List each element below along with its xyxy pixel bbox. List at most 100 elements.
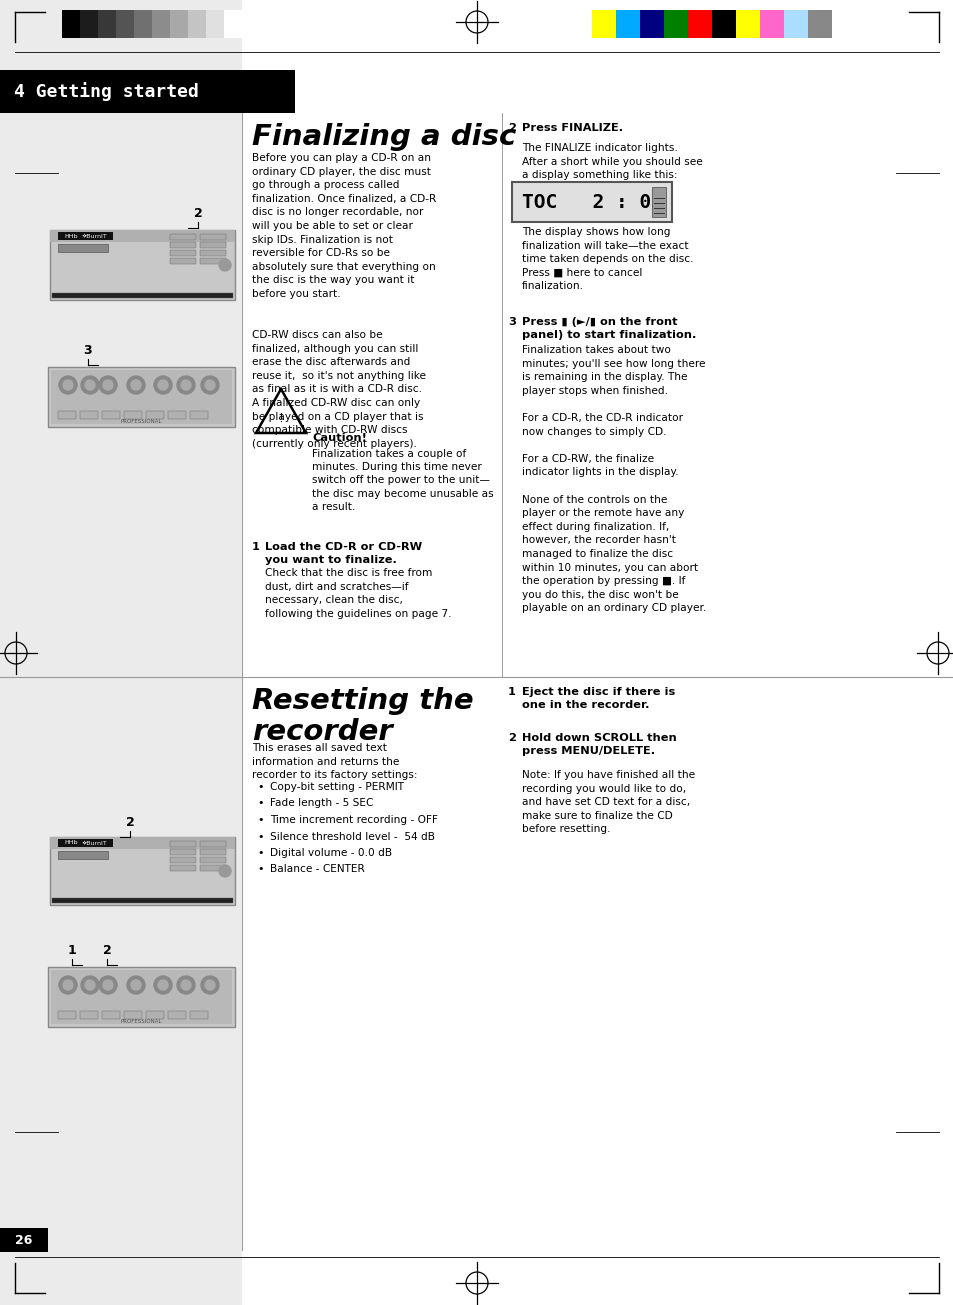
- Bar: [58, 851, 108, 859]
- Bar: [735, 10, 760, 38]
- Bar: [146, 1011, 164, 1019]
- Bar: [52, 898, 233, 903]
- Bar: [50, 837, 234, 904]
- Text: CD-RW discs can also be
finalized, although you can still
erase the disc afterwa: CD-RW discs can also be finalized, altho…: [252, 330, 426, 449]
- Bar: [170, 251, 195, 256]
- Text: Caution!: Caution!: [312, 433, 367, 442]
- Text: ✧BurnIT: ✧BurnIT: [82, 840, 108, 846]
- Circle shape: [99, 376, 117, 394]
- Bar: [102, 1011, 120, 1019]
- Bar: [242, 0, 953, 1305]
- Text: 26: 26: [15, 1233, 32, 1246]
- Bar: [687, 10, 711, 38]
- Bar: [170, 865, 195, 870]
- Text: •: •: [256, 799, 263, 809]
- Bar: [146, 411, 164, 419]
- Bar: [80, 1011, 98, 1019]
- Circle shape: [205, 980, 214, 990]
- Text: •: •: [256, 782, 263, 792]
- Bar: [58, 839, 112, 847]
- Circle shape: [181, 980, 191, 990]
- Bar: [58, 232, 112, 240]
- Bar: [50, 230, 234, 241]
- Bar: [170, 857, 195, 863]
- Text: HHb: HHb: [64, 234, 77, 239]
- Circle shape: [205, 380, 214, 390]
- Text: 2: 2: [507, 123, 516, 133]
- Bar: [58, 411, 76, 419]
- Bar: [80, 411, 98, 419]
- Bar: [48, 967, 234, 1027]
- Text: •: •: [256, 816, 263, 825]
- Bar: [116, 10, 133, 38]
- Circle shape: [103, 980, 112, 990]
- Bar: [124, 411, 142, 419]
- Bar: [58, 244, 108, 252]
- Text: 1: 1: [507, 686, 516, 697]
- Text: Check that the disc is free from
dust, dirt and scratches—if
necessary, clean th: Check that the disc is free from dust, d…: [265, 568, 451, 619]
- Bar: [0, 0, 242, 1305]
- Bar: [170, 241, 195, 248]
- Text: TOC   2 : 03: TOC 2 : 03: [521, 193, 662, 211]
- Text: This erases all saved text
information and returns the
recorder to its factory s: This erases all saved text information a…: [252, 743, 417, 780]
- Text: •: •: [256, 831, 263, 842]
- Bar: [62, 10, 80, 38]
- Text: The FINALIZE indicator lights.
After a short while you should see
a display some: The FINALIZE indicator lights. After a s…: [521, 144, 702, 180]
- Bar: [711, 10, 735, 38]
- Bar: [190, 1011, 208, 1019]
- Text: Resetting the
recorder: Resetting the recorder: [252, 686, 473, 746]
- Text: 2: 2: [507, 733, 516, 743]
- Bar: [663, 10, 687, 38]
- Bar: [200, 840, 226, 847]
- Bar: [168, 411, 186, 419]
- Circle shape: [85, 380, 95, 390]
- Text: Press ▮ (►/▮ on the front
panel) to start finalization.: Press ▮ (►/▮ on the front panel) to star…: [521, 317, 696, 341]
- Text: The display shows how long
finalization will take—the exact
time taken depends o: The display shows how long finalization …: [521, 227, 693, 291]
- Circle shape: [63, 380, 73, 390]
- Circle shape: [103, 380, 112, 390]
- Bar: [170, 258, 195, 264]
- Circle shape: [81, 976, 99, 994]
- Text: Time increment recording - OFF: Time increment recording - OFF: [270, 816, 437, 825]
- Circle shape: [153, 976, 172, 994]
- Text: •: •: [256, 864, 263, 874]
- Text: 3: 3: [507, 317, 516, 328]
- Text: 2: 2: [103, 944, 112, 957]
- Text: 4 Getting started: 4 Getting started: [14, 82, 198, 102]
- Circle shape: [201, 976, 219, 994]
- Circle shape: [158, 980, 168, 990]
- Bar: [170, 10, 188, 38]
- Bar: [51, 371, 232, 424]
- Bar: [124, 1011, 142, 1019]
- Bar: [592, 10, 616, 38]
- Circle shape: [127, 376, 145, 394]
- Circle shape: [219, 258, 231, 271]
- Circle shape: [153, 376, 172, 394]
- Bar: [206, 10, 224, 38]
- Circle shape: [201, 376, 219, 394]
- Bar: [224, 10, 242, 38]
- Text: ✧BurnIT: ✧BurnIT: [82, 234, 108, 239]
- Text: PROFESSIONAL: PROFESSIONAL: [120, 1019, 162, 1024]
- Bar: [133, 10, 152, 38]
- Circle shape: [177, 376, 194, 394]
- Bar: [170, 840, 195, 847]
- Bar: [98, 10, 116, 38]
- Bar: [152, 10, 170, 38]
- Text: Load the CD-R or CD-RW
you want to finalize.: Load the CD-R or CD-RW you want to final…: [265, 542, 421, 565]
- Text: Finalizing a disc: Finalizing a disc: [252, 123, 516, 151]
- Bar: [760, 10, 783, 38]
- Bar: [200, 850, 226, 855]
- Text: Balance - CENTER: Balance - CENTER: [270, 864, 364, 874]
- Bar: [639, 10, 663, 38]
- Bar: [651, 187, 665, 217]
- Text: Digital volume - 0.0 dB: Digital volume - 0.0 dB: [270, 848, 392, 857]
- Text: 1: 1: [252, 542, 259, 552]
- Bar: [170, 234, 195, 240]
- Circle shape: [81, 376, 99, 394]
- Text: 1: 1: [68, 944, 76, 957]
- Bar: [102, 411, 120, 419]
- Bar: [0, 70, 294, 114]
- Text: 2: 2: [193, 207, 202, 221]
- Bar: [170, 850, 195, 855]
